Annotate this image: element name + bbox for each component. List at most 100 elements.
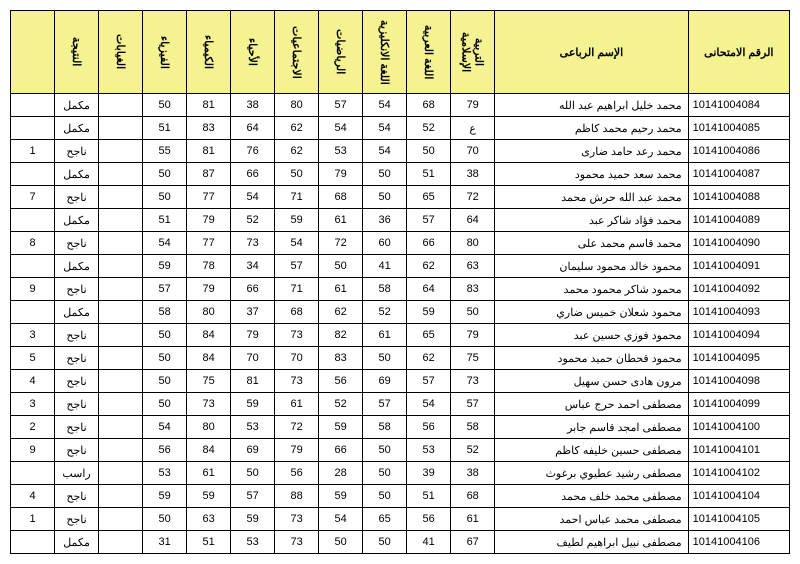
cell-name: مصطفى رشيد عطيوي برغوث xyxy=(495,462,688,485)
cell-arabic: 39 xyxy=(407,462,451,485)
cell-id: 10141004094 xyxy=(688,324,789,347)
cell-islamic: 38 xyxy=(451,163,495,186)
cell-id: 10141004089 xyxy=(688,209,789,232)
cell-arabic: 62 xyxy=(407,255,451,278)
cell-name: محمد قاسم محمد على xyxy=(495,232,688,255)
cell-physics: 50 xyxy=(143,324,187,347)
cell-excused xyxy=(99,393,143,416)
cell-result: ناجح xyxy=(55,439,99,462)
cell-arabic: 51 xyxy=(407,485,451,508)
cell-physics: 51 xyxy=(143,117,187,140)
cell-social: 71 xyxy=(275,278,319,301)
cell-english: 61 xyxy=(363,324,407,347)
cell-islamic: 38 xyxy=(451,462,495,485)
cell-result: مكمل xyxy=(55,531,99,554)
cell-biology: 79 xyxy=(231,324,275,347)
cell-chemistry: 73 xyxy=(187,393,231,416)
cell-social: 50 xyxy=(275,163,319,186)
cell-result: ناجح xyxy=(55,278,99,301)
cell-name: محمود فوزي حسين عبد xyxy=(495,324,688,347)
cell-biology: 38 xyxy=(231,94,275,117)
cell-rank xyxy=(11,462,55,485)
cell-physics: 50 xyxy=(143,347,187,370)
cell-math: 57 xyxy=(319,94,363,117)
table-row: 10141004088محمد عبد الله حرش محمد7265506… xyxy=(11,186,790,209)
cell-physics: 50 xyxy=(143,370,187,393)
cell-english: 57 xyxy=(363,393,407,416)
cell-id: 10141004086 xyxy=(688,140,789,163)
cell-islamic: 57 xyxy=(451,393,495,416)
cell-excused xyxy=(99,232,143,255)
col-islamic: التربية الإسلامية xyxy=(451,11,495,94)
cell-physics: 54 xyxy=(143,416,187,439)
cell-name: محمد رحيم محمد كاظم xyxy=(495,117,688,140)
cell-rank: 7 xyxy=(11,186,55,209)
cell-id: 10141004095 xyxy=(688,347,789,370)
table-row: 10141004102مصطفى رشيد عطيوي برغوث3839 50 2… xyxy=(11,462,790,485)
cell-biology: 50 xyxy=(231,462,275,485)
cell-english: 52 xyxy=(363,301,407,324)
cell-english: 50 xyxy=(363,531,407,554)
cell-islamic: 72 xyxy=(451,186,495,209)
cell-arabic: 51 xyxy=(407,163,451,186)
cell-result: ناجح xyxy=(55,485,99,508)
cell-arabic: 57 xyxy=(407,209,451,232)
cell-islamic: 79 xyxy=(451,324,495,347)
cell-islamic: 52 xyxy=(451,439,495,462)
cell-chemistry: 83 xyxy=(187,117,231,140)
cell-social: 54 xyxy=(275,232,319,255)
cell-biology: 52 xyxy=(231,209,275,232)
cell-social: 73 xyxy=(275,508,319,531)
cell-math: 59 xyxy=(319,485,363,508)
cell-excused xyxy=(99,347,143,370)
cell-math: 50 xyxy=(319,531,363,554)
col-english: اللغة الانكليزية xyxy=(363,11,407,94)
cell-math: 61 xyxy=(319,278,363,301)
cell-math: 59 xyxy=(319,416,363,439)
cell-biology: 66 xyxy=(231,163,275,186)
cell-chemistry: 80 xyxy=(187,416,231,439)
table-row: 10141004105مصطفى محمد عباس احمد615665547… xyxy=(11,508,790,531)
cell-social: 61 xyxy=(275,393,319,416)
cell-id: 10141004102 xyxy=(688,462,789,485)
cell-biology: 54 xyxy=(231,186,275,209)
cell-rank: 3 xyxy=(11,324,55,347)
table-row: 10141004091محمود خالد محمود سليمان636241… xyxy=(11,255,790,278)
table-row: 10141004084محمد خليل ابراهيم عبد الله796… xyxy=(11,94,790,117)
cell-islamic: 73 xyxy=(451,370,495,393)
cell-english: 54 xyxy=(363,140,407,163)
col-biology: الأحياء xyxy=(231,11,275,94)
table-row: 10141004106مصطفى نبيل ابراهيم لطيف674150… xyxy=(11,531,790,554)
cell-arabic: 56 xyxy=(407,508,451,531)
cell-name: محمود شعلان خميس ضاري xyxy=(495,301,688,324)
cell-result: مكمل xyxy=(55,94,99,117)
cell-physics: 51 xyxy=(143,209,187,232)
cell-math: 61 xyxy=(319,209,363,232)
cell-arabic: 52 xyxy=(407,117,451,140)
cell-islamic: 58 xyxy=(451,416,495,439)
cell-math: 28 xyxy=(319,462,363,485)
cell-name: محمد سعد حميد محمود xyxy=(495,163,688,186)
cell-result: راسب xyxy=(55,462,99,485)
cell-arabic: 50 xyxy=(407,140,451,163)
cell-physics: 50 xyxy=(143,163,187,186)
table-row: 10141004093محمود شعلان خميس ضاري50595262… xyxy=(11,301,790,324)
cell-physics: 56 xyxy=(143,439,187,462)
cell-social: 70 xyxy=(275,347,319,370)
cell-biology: 70 xyxy=(231,347,275,370)
cell-physics: 50 xyxy=(143,393,187,416)
cell-social: 62 xyxy=(275,140,319,163)
cell-islamic: 50 xyxy=(451,301,495,324)
cell-rank xyxy=(11,301,55,324)
cell-excused xyxy=(99,508,143,531)
cell-social: 73 xyxy=(275,531,319,554)
cell-result: ناجح xyxy=(55,232,99,255)
cell-rank: 9 xyxy=(11,439,55,462)
cell-chemistry: 79 xyxy=(187,209,231,232)
cell-excused xyxy=(99,301,143,324)
cell-result: مكمل xyxy=(55,117,99,140)
cell-islamic: 70 xyxy=(451,140,495,163)
cell-islamic: 67 xyxy=(451,531,495,554)
col-name: الإسم الرباعى xyxy=(495,11,688,94)
cell-biology: 64 xyxy=(231,117,275,140)
